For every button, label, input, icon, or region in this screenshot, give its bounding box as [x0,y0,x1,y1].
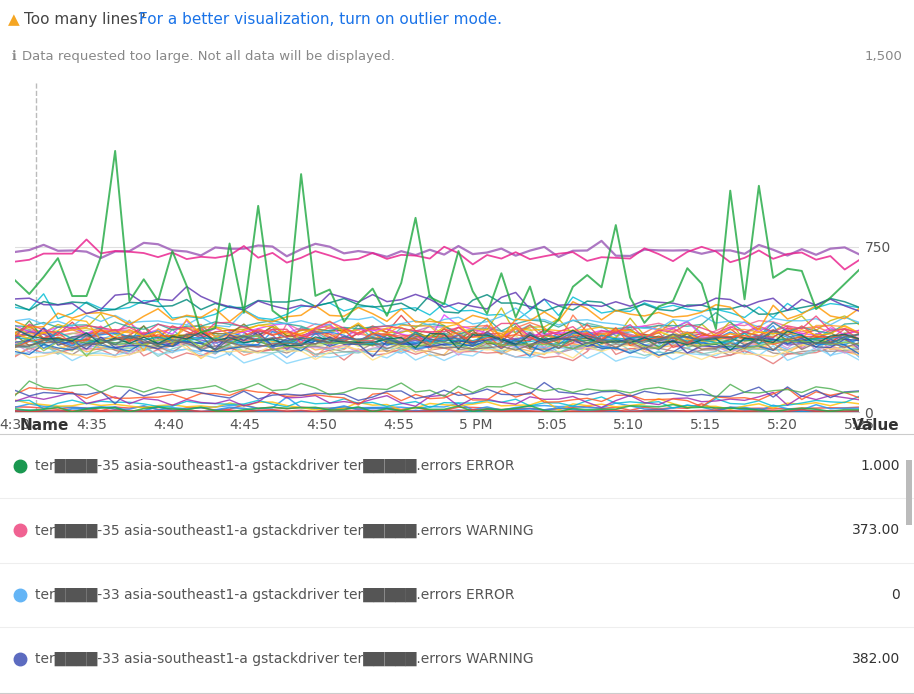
Text: ter████-35 asia-southeast1-a gstackdriver ter█████.errors WARNING: ter████-35 asia-southeast1-a gstackdrive… [35,523,534,538]
Text: ter████-33 asia-southeast1-a gstackdriver ter█████.errors ERROR: ter████-33 asia-southeast1-a gstackdrive… [35,588,515,602]
Text: ter████-33 asia-southeast1-a gstackdriver ter█████.errors WARNING: ter████-33 asia-southeast1-a gstackdrive… [35,652,534,666]
Text: 0: 0 [891,588,900,602]
Text: 1,500: 1,500 [864,50,902,63]
Text: 373.00: 373.00 [852,523,900,537]
Text: Data requested too large. Not all data will be displayed.: Data requested too large. Not all data w… [22,50,395,63]
Text: ▲: ▲ [8,12,20,26]
Text: ℹ: ℹ [12,50,16,63]
Bar [906,460,912,525]
Text: 1.000: 1.000 [860,459,900,473]
Text: 382.00: 382.00 [852,652,900,666]
Text: For a better visualization, turn on outlier mode.: For a better visualization, turn on outl… [139,12,502,26]
Text: Too many lines?: Too many lines? [24,12,151,26]
Text: Name: Name [20,418,69,433]
Text: Value: Value [853,418,900,433]
Text: ter████-35 asia-southeast1-a gstackdriver ter█████.errors ERROR: ter████-35 asia-southeast1-a gstackdrive… [35,459,515,473]
